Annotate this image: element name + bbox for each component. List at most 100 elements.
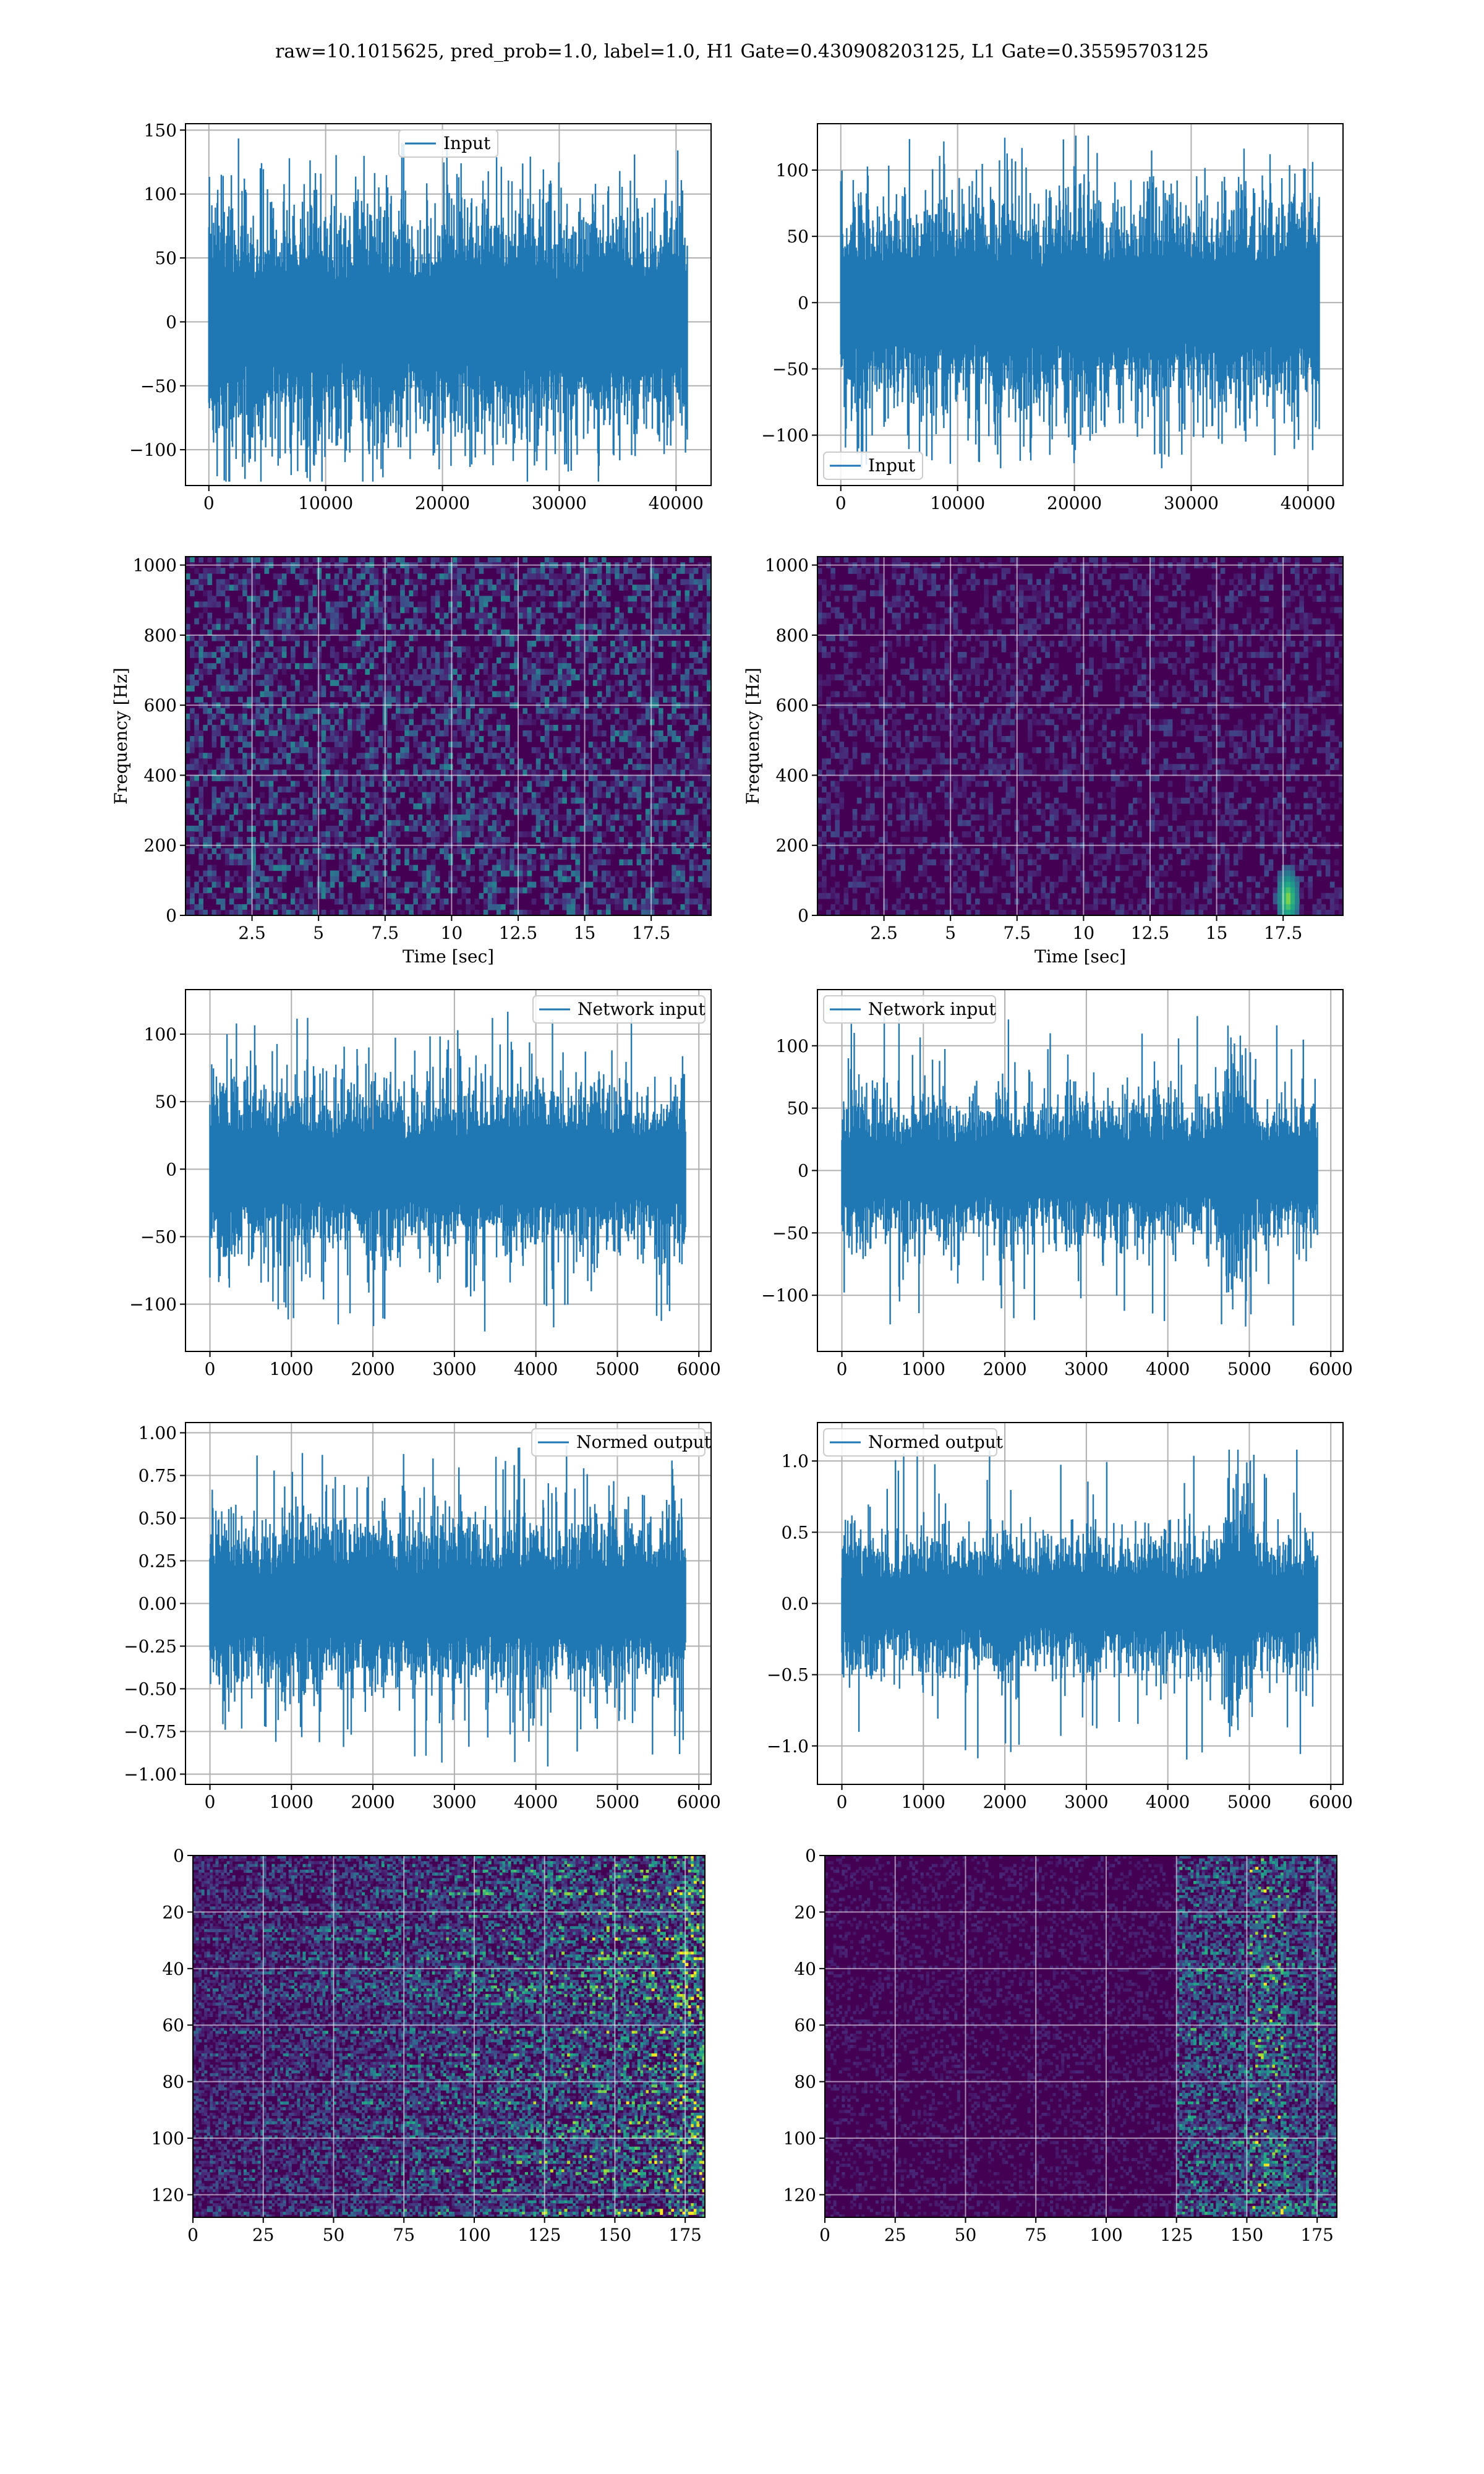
heatmap-cell (667, 602, 672, 608)
heatmap-cell (685, 882, 690, 888)
heatmap-cell (1115, 652, 1120, 658)
heatmap-cell (247, 607, 252, 614)
heatmap-cell (853, 568, 858, 574)
heatmap-cell (553, 854, 558, 860)
heatmap-cell (278, 657, 283, 664)
heatmap-cell (702, 742, 707, 748)
heatmap-cell (374, 579, 379, 585)
heatmap-cell (1181, 613, 1186, 619)
heatmap-cell (466, 708, 471, 714)
heatmap-cell (667, 584, 672, 591)
heatmap-cell (335, 736, 339, 742)
heatmap-cell (623, 730, 628, 737)
heatmap-cell (453, 708, 458, 714)
heatmap-cell (680, 742, 685, 748)
heatmap-cell (540, 781, 545, 787)
heatmap-cell (615, 669, 620, 675)
heatmap-cell (536, 747, 541, 753)
heatmap-cell (198, 669, 203, 675)
heatmap-cell (291, 657, 296, 664)
heatmap-cell (260, 876, 265, 883)
heatmap-cell (278, 725, 283, 731)
heatmap-cell (186, 781, 190, 787)
heatmap-cell (593, 764, 598, 770)
heatmap-cell (659, 899, 663, 905)
heatmap-cell (339, 584, 344, 591)
heatmap-cell (650, 697, 655, 703)
heatmap-cell (387, 798, 392, 804)
heatmap-cell (1264, 607, 1269, 614)
heatmap-cell (255, 708, 260, 714)
heatmap-cell (370, 854, 375, 860)
heatmap-cell (484, 613, 488, 619)
heatmap-cell (654, 787, 659, 793)
heatmap-cell (234, 809, 239, 815)
heatmap-cell (186, 573, 190, 580)
heatmap-cell (343, 573, 348, 580)
heatmap-cell (255, 613, 260, 619)
heatmap-cell (265, 669, 270, 675)
heatmap-cell (488, 680, 493, 686)
heatmap-cell (619, 613, 624, 619)
heatmap-cell (1242, 557, 1247, 563)
heatmap-cell (365, 669, 370, 675)
heatmap-cell (536, 657, 541, 664)
heatmap-cell (602, 646, 607, 653)
heatmap-cell (435, 657, 440, 664)
heatmap-cell (1072, 584, 1077, 591)
heatmap-cell (522, 764, 527, 770)
heatmap-cell (391, 854, 396, 860)
heatmap-cell (396, 820, 401, 826)
heatmap-cell (830, 568, 835, 574)
heatmap-cell (702, 618, 707, 625)
heatmap-cell (1308, 613, 1313, 619)
heatmap-cell (637, 787, 642, 793)
heatmap-cell (1317, 584, 1322, 591)
heatmap-cell (667, 624, 672, 630)
heatmap-cell (409, 618, 414, 625)
heatmap-cell (286, 753, 291, 759)
heatmap-cell (1251, 568, 1256, 574)
heatmap-cell (391, 607, 396, 614)
heatmap-cell (1185, 573, 1190, 580)
heatmap-cell (422, 753, 427, 759)
heatmap-cell (470, 753, 475, 759)
heatmap-cell (278, 573, 283, 580)
heatmap-cell (575, 657, 580, 664)
heatmap-cell (186, 725, 190, 731)
heatmap-cell (326, 674, 331, 680)
heatmap-cell (378, 831, 383, 837)
heatmap-cell (698, 674, 703, 680)
heatmap-cell (431, 837, 436, 843)
heatmap-cell (308, 685, 313, 691)
heatmap-cell (1295, 590, 1300, 596)
heatmap-cell (518, 758, 523, 764)
heatmap-cell (312, 607, 317, 614)
heatmap-cell (672, 714, 676, 720)
heatmap-cell (242, 792, 247, 798)
heatmap-cell (269, 602, 274, 608)
heatmap-cell (352, 758, 357, 764)
heatmap-cell (453, 669, 458, 675)
heatmap-cell (190, 635, 195, 641)
heatmap-cell (558, 882, 563, 888)
heatmap-cell (522, 691, 527, 698)
heatmap-cell (857, 557, 862, 563)
heatmap-cell (694, 590, 699, 596)
heatmap-cell (374, 798, 379, 804)
heatmap-cell (676, 882, 681, 888)
heatmap-cell (580, 792, 585, 798)
heatmap-cell (615, 787, 620, 793)
x-tick-label: 40000 (649, 493, 704, 513)
heatmap-cell (387, 663, 392, 669)
heatmap-cell (238, 787, 243, 793)
heatmap-cell (580, 602, 585, 608)
heatmap-cell (861, 596, 866, 602)
heatmap-cell (505, 674, 510, 680)
heatmap-cell (304, 714, 309, 720)
heatmap-cell (676, 618, 681, 625)
heatmap-cell (606, 691, 611, 698)
heatmap-cell (1028, 573, 1033, 580)
x-tick-label: 40000 (1281, 493, 1336, 513)
heatmap-cell (339, 781, 344, 787)
